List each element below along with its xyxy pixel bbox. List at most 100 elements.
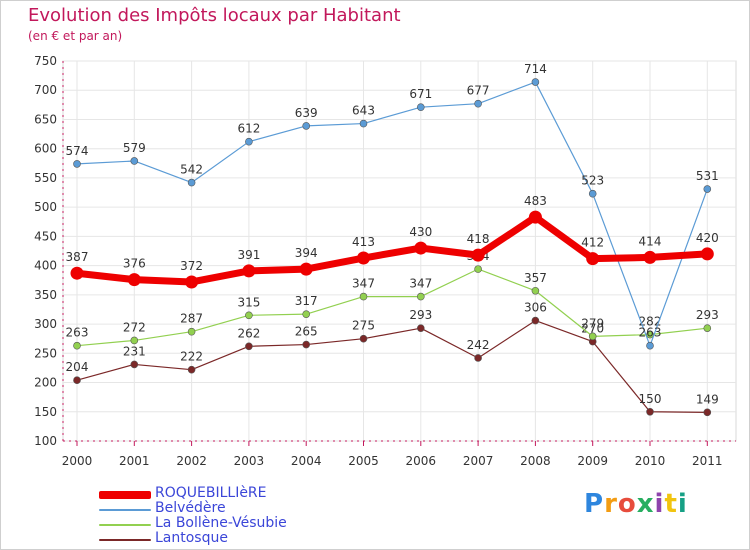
proxiti-logo: Proxiti <box>584 489 688 519</box>
logo-letter: P <box>584 489 605 519</box>
y-tick-label: 600 <box>34 142 57 156</box>
data-point <box>359 119 368 128</box>
data-label: 376 <box>123 257 146 271</box>
data-label: 265 <box>295 325 318 339</box>
y-tick-label: 500 <box>34 200 57 214</box>
data-label: 574 <box>66 144 89 158</box>
data-point <box>703 185 712 193</box>
data-point <box>185 275 199 289</box>
logo-letter: i <box>677 489 688 519</box>
data-point <box>245 311 253 320</box>
data-point <box>643 250 657 264</box>
data-point <box>703 408 712 417</box>
data-point <box>474 99 482 108</box>
y-tick-label: 200 <box>34 376 57 390</box>
data-label: 357 <box>524 271 547 285</box>
data-label: 293 <box>409 308 432 322</box>
data-point <box>302 122 311 130</box>
data-point <box>187 178 196 187</box>
legend-label: ROQUEBILLIèRE <box>155 485 267 501</box>
x-tick-label: 2000 <box>62 454 93 468</box>
data-label: 149 <box>696 392 719 406</box>
data-point <box>359 292 368 301</box>
data-point <box>416 103 425 111</box>
y-tick-label: 250 <box>34 346 57 360</box>
x-tick-label: 2010 <box>635 454 666 468</box>
data-label: 612 <box>237 122 260 136</box>
data-point <box>187 327 196 336</box>
data-point <box>531 316 540 325</box>
series-line-2 <box>76 268 708 347</box>
series-line-3 <box>76 319 708 413</box>
data-point <box>474 354 482 362</box>
data-point <box>73 376 81 385</box>
y-tick-label: 700 <box>34 83 57 97</box>
data-label: 287 <box>180 312 203 326</box>
legend-swatch <box>99 538 151 541</box>
data-label: 263 <box>66 326 89 340</box>
legend-label: Lantosque <box>155 530 228 546</box>
data-point <box>299 262 313 276</box>
data-point <box>531 78 540 86</box>
data-point <box>245 137 253 146</box>
data-label: 272 <box>123 320 146 334</box>
data-point <box>245 342 253 351</box>
data-point <box>70 266 84 280</box>
data-label: 282 <box>639 315 662 329</box>
data-label: 420 <box>696 231 719 245</box>
logo-letter: r <box>604 489 618 519</box>
data-label: 150 <box>639 392 662 406</box>
data-point <box>416 292 425 301</box>
data-point <box>302 340 311 349</box>
data-label: 643 <box>352 104 375 118</box>
data-label: 391 <box>237 248 260 262</box>
logo-letter: x <box>636 489 655 519</box>
x-tick-label: 2007 <box>463 454 494 468</box>
data-label: 242 <box>467 338 490 352</box>
y-tick-label: 750 <box>34 54 57 68</box>
data-point <box>302 310 311 318</box>
data-point <box>73 160 81 168</box>
data-label: 412 <box>581 236 604 250</box>
data-label: 263 <box>639 326 662 340</box>
series-line-0 <box>76 213 708 286</box>
data-label: 523 <box>581 174 604 188</box>
legend-label: Belvédère <box>155 500 226 516</box>
logo-letter: o <box>617 489 637 519</box>
logo-letter: i <box>654 489 665 519</box>
data-label: 394 <box>295 246 318 260</box>
data-label: 387 <box>66 250 89 264</box>
data-point <box>130 336 139 345</box>
data-point <box>703 324 712 332</box>
data-label: 579 <box>123 141 146 155</box>
x-tick-label: 2008 <box>520 454 551 468</box>
data-label: 347 <box>352 277 375 291</box>
data-point <box>357 251 370 265</box>
data-label: 483 <box>524 194 547 208</box>
y-tick-label: 450 <box>34 229 57 243</box>
x-tick-label: 2003 <box>234 454 265 468</box>
data-point <box>646 341 654 350</box>
data-point <box>242 264 256 278</box>
y-tick-label: 550 <box>34 171 57 185</box>
y-tick-label: 300 <box>34 317 57 331</box>
data-point <box>474 265 482 273</box>
x-tick-label: 2009 <box>577 454 608 468</box>
y-tick-label: 150 <box>34 405 57 419</box>
y-tick-label: 650 <box>34 112 57 126</box>
data-point <box>700 247 714 261</box>
x-tick-label: 2004 <box>291 454 322 468</box>
chart-title: Evolution des Impôts locaux par Habitant <box>28 5 401 26</box>
data-label: 677 <box>467 84 490 98</box>
data-point <box>531 286 540 295</box>
data-label: 372 <box>180 259 203 273</box>
data-label: 279 <box>581 316 604 330</box>
legend-swatch <box>99 523 151 526</box>
data-point <box>187 365 196 374</box>
data-label: 531 <box>696 169 719 183</box>
data-label: 204 <box>66 360 89 374</box>
data-point <box>586 252 600 266</box>
chart-subtitle: (en € et par an) <box>28 29 123 43</box>
